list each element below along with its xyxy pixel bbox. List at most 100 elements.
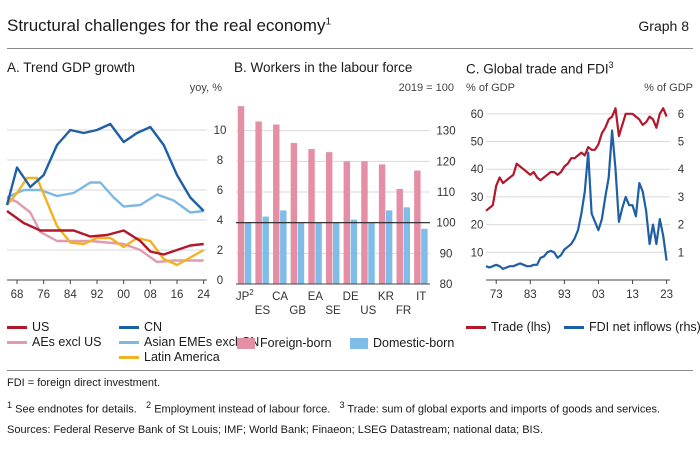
panel-b-category-label: IT (416, 291, 426, 303)
panel-a-legend: US CN AEs excl US Asian EMEs excl CN Lat… (7, 320, 259, 365)
legend-item-latam: Latin America (119, 350, 220, 364)
panel-a-y-tick-label: 10 (214, 125, 227, 137)
panel-b-chart: 2019 = 100 80 90 100 110 120 130 JP2ESCAGBEASED… (236, 82, 456, 317)
panel-b-category-label: SE (325, 305, 341, 317)
panel-b-y-tick-label: 80 (440, 279, 453, 291)
panel-c-left-tick-label: 30 (471, 192, 484, 204)
panel-b-category-label: ES (255, 305, 271, 317)
panel-b-y-unit: 2019 = 100 (399, 82, 454, 94)
legend-label-asia: Asian EMEs excl CN (144, 335, 260, 349)
footnote-3-mark: 3 (339, 400, 345, 410)
legend-swatch-aes (7, 341, 27, 345)
panel-b-y-tick-label: 120 (436, 156, 455, 168)
panel-a-x-tick-label: 24 (197, 289, 210, 301)
panel-c-left-tick-label: 20 (471, 220, 484, 232)
panel-b-bar-domestic (350, 219, 358, 284)
definitions-note: FDI = foreign direct investment. (7, 377, 161, 389)
panel-b-bar-foreign (325, 152, 333, 284)
legend-item-aes: AEs excl US (7, 335, 101, 349)
panel-b-bar-foreign (378, 164, 386, 284)
legend-swatch-cn (119, 326, 139, 330)
legend-item-asia: Asian EMEs excl CN (119, 335, 259, 349)
panel-c-right-tick-label: 6 (678, 109, 684, 121)
panel-c-series-fdi (485, 129, 668, 270)
legend-label-cn: CN (144, 320, 163, 334)
figure-header: Structural challenges for the real econo… (7, 8, 693, 48)
panel-a-y-unit: yoy, % (190, 82, 222, 94)
legend-item-trade: Trade (lhs) (466, 320, 551, 334)
panel-b-bar-foreign (308, 149, 315, 284)
panel-a-title: A. Trend GDP growth (7, 60, 135, 75)
sources-note: Sources: Federal Reserve Bank of St Loui… (7, 424, 543, 436)
panel-c-right-tick-label: 3 (678, 192, 684, 204)
panel-a-y-tick-label: 4 (217, 215, 224, 227)
panel-b-bar-foreign (273, 124, 280, 285)
figure-title-footnote-mark: 1 (325, 16, 332, 28)
notes-rule (7, 370, 693, 371)
panel-b-y-tick-label: 130 (436, 126, 455, 138)
footnote-1-text: See endnotes for details. (15, 403, 137, 416)
panel-b-title-text: B. Workers in the labour force (234, 60, 413, 75)
panel-a-series-cn (5, 122, 205, 212)
legend-label-foreign-born: Foreign-born (260, 336, 332, 350)
panel-c-title: C. Global trade and FDI3 (466, 60, 614, 77)
legend-label-domestic-born: Domestic-born (373, 336, 455, 350)
panel-c-x-tick-label: 73 (490, 289, 503, 301)
panel-a-series-us (6, 210, 204, 256)
legend-label-us: US (32, 320, 50, 334)
panel-b-category-label: DE (343, 291, 359, 303)
footnotes: 1 See endnotes for details. 2 Employment… (7, 400, 660, 416)
legend-swatch-latam (119, 356, 139, 360)
figure-title-text: Structural challenges for the real econo… (7, 16, 326, 35)
legend-label-trade: Trade (lhs) (491, 320, 551, 334)
panel-b-bar-foreign (414, 170, 421, 284)
panel-b-category-label: EA (308, 291, 324, 303)
panel-a-x-tick-label: 84 (64, 289, 77, 301)
panel-b-bar-foreign (237, 106, 245, 284)
legend-label-fdi: FDI net inflows (rhs) (589, 320, 700, 334)
panel-a-x-tick-label: 16 (171, 289, 184, 301)
footnote-2-text: Employment instead of labour force. (154, 403, 331, 416)
panel-a-y-tick-label: 8 (217, 155, 223, 167)
legend-item-cn: CN (119, 320, 162, 334)
footnote-2-mark: 2 (146, 400, 152, 410)
top-rule (7, 48, 693, 49)
panel-b-y-tick-label: 110 (437, 187, 455, 199)
panel-c-x-tick-label: 23 (660, 289, 673, 301)
legend-item-foreign-born: Foreign-born (237, 336, 332, 350)
panel-a-y-tick-label: 2 (217, 245, 223, 257)
panel-b-category-label: GB (289, 305, 306, 317)
panel-a-x-tick-label: 68 (11, 289, 24, 301)
footnote-3-text: Trade: sum of global exports and imports… (347, 403, 661, 416)
panel-c-title-text: C. Global trade and FDI (466, 61, 609, 77)
panel-a-x-tick-label: 08 (144, 289, 157, 301)
panel-b-bar-domestic (280, 210, 287, 284)
legend-item-us: US (7, 320, 49, 334)
panel-c-left-unit: % of GDP (466, 82, 515, 94)
panel-b-bar-domestic (368, 222, 375, 284)
panel-a-x-tick-label: 00 (117, 289, 130, 301)
panel-c-left-tick-label: 60 (471, 109, 484, 121)
panel-b-category-label: FR (396, 305, 411, 317)
panel-a-x-tick-label: 92 (91, 289, 104, 301)
panel-b-bar-domestic (403, 207, 410, 284)
panel-a-series-asia (6, 181, 204, 214)
panel-b-category-footnote-mark: 2 (249, 288, 254, 297)
panel-c-right-tick-label: 5 (678, 137, 684, 149)
legend-swatch-trade (466, 326, 486, 330)
panel-b-legend: Foreign-born Domestic-born (237, 336, 462, 354)
panel-c-right-tick-label: 2 (678, 220, 684, 232)
panel-b-category-label: JP2 (236, 288, 254, 303)
panel-b-bar-foreign (396, 188, 403, 284)
legend-swatch-us (7, 326, 27, 330)
graph-number: Graph 8 (638, 18, 689, 34)
panel-c-x-tick-label: 93 (558, 289, 571, 301)
panel-c-right-tick-label: 1 (678, 247, 684, 259)
panel-b-bar-domestic (297, 222, 305, 284)
panel-a-title-text: A. Trend GDP growth (7, 60, 136, 75)
panel-b-bar-domestic (315, 222, 322, 284)
panel-b-bar-foreign (290, 142, 298, 284)
legend-swatch-fdi (564, 326, 584, 330)
